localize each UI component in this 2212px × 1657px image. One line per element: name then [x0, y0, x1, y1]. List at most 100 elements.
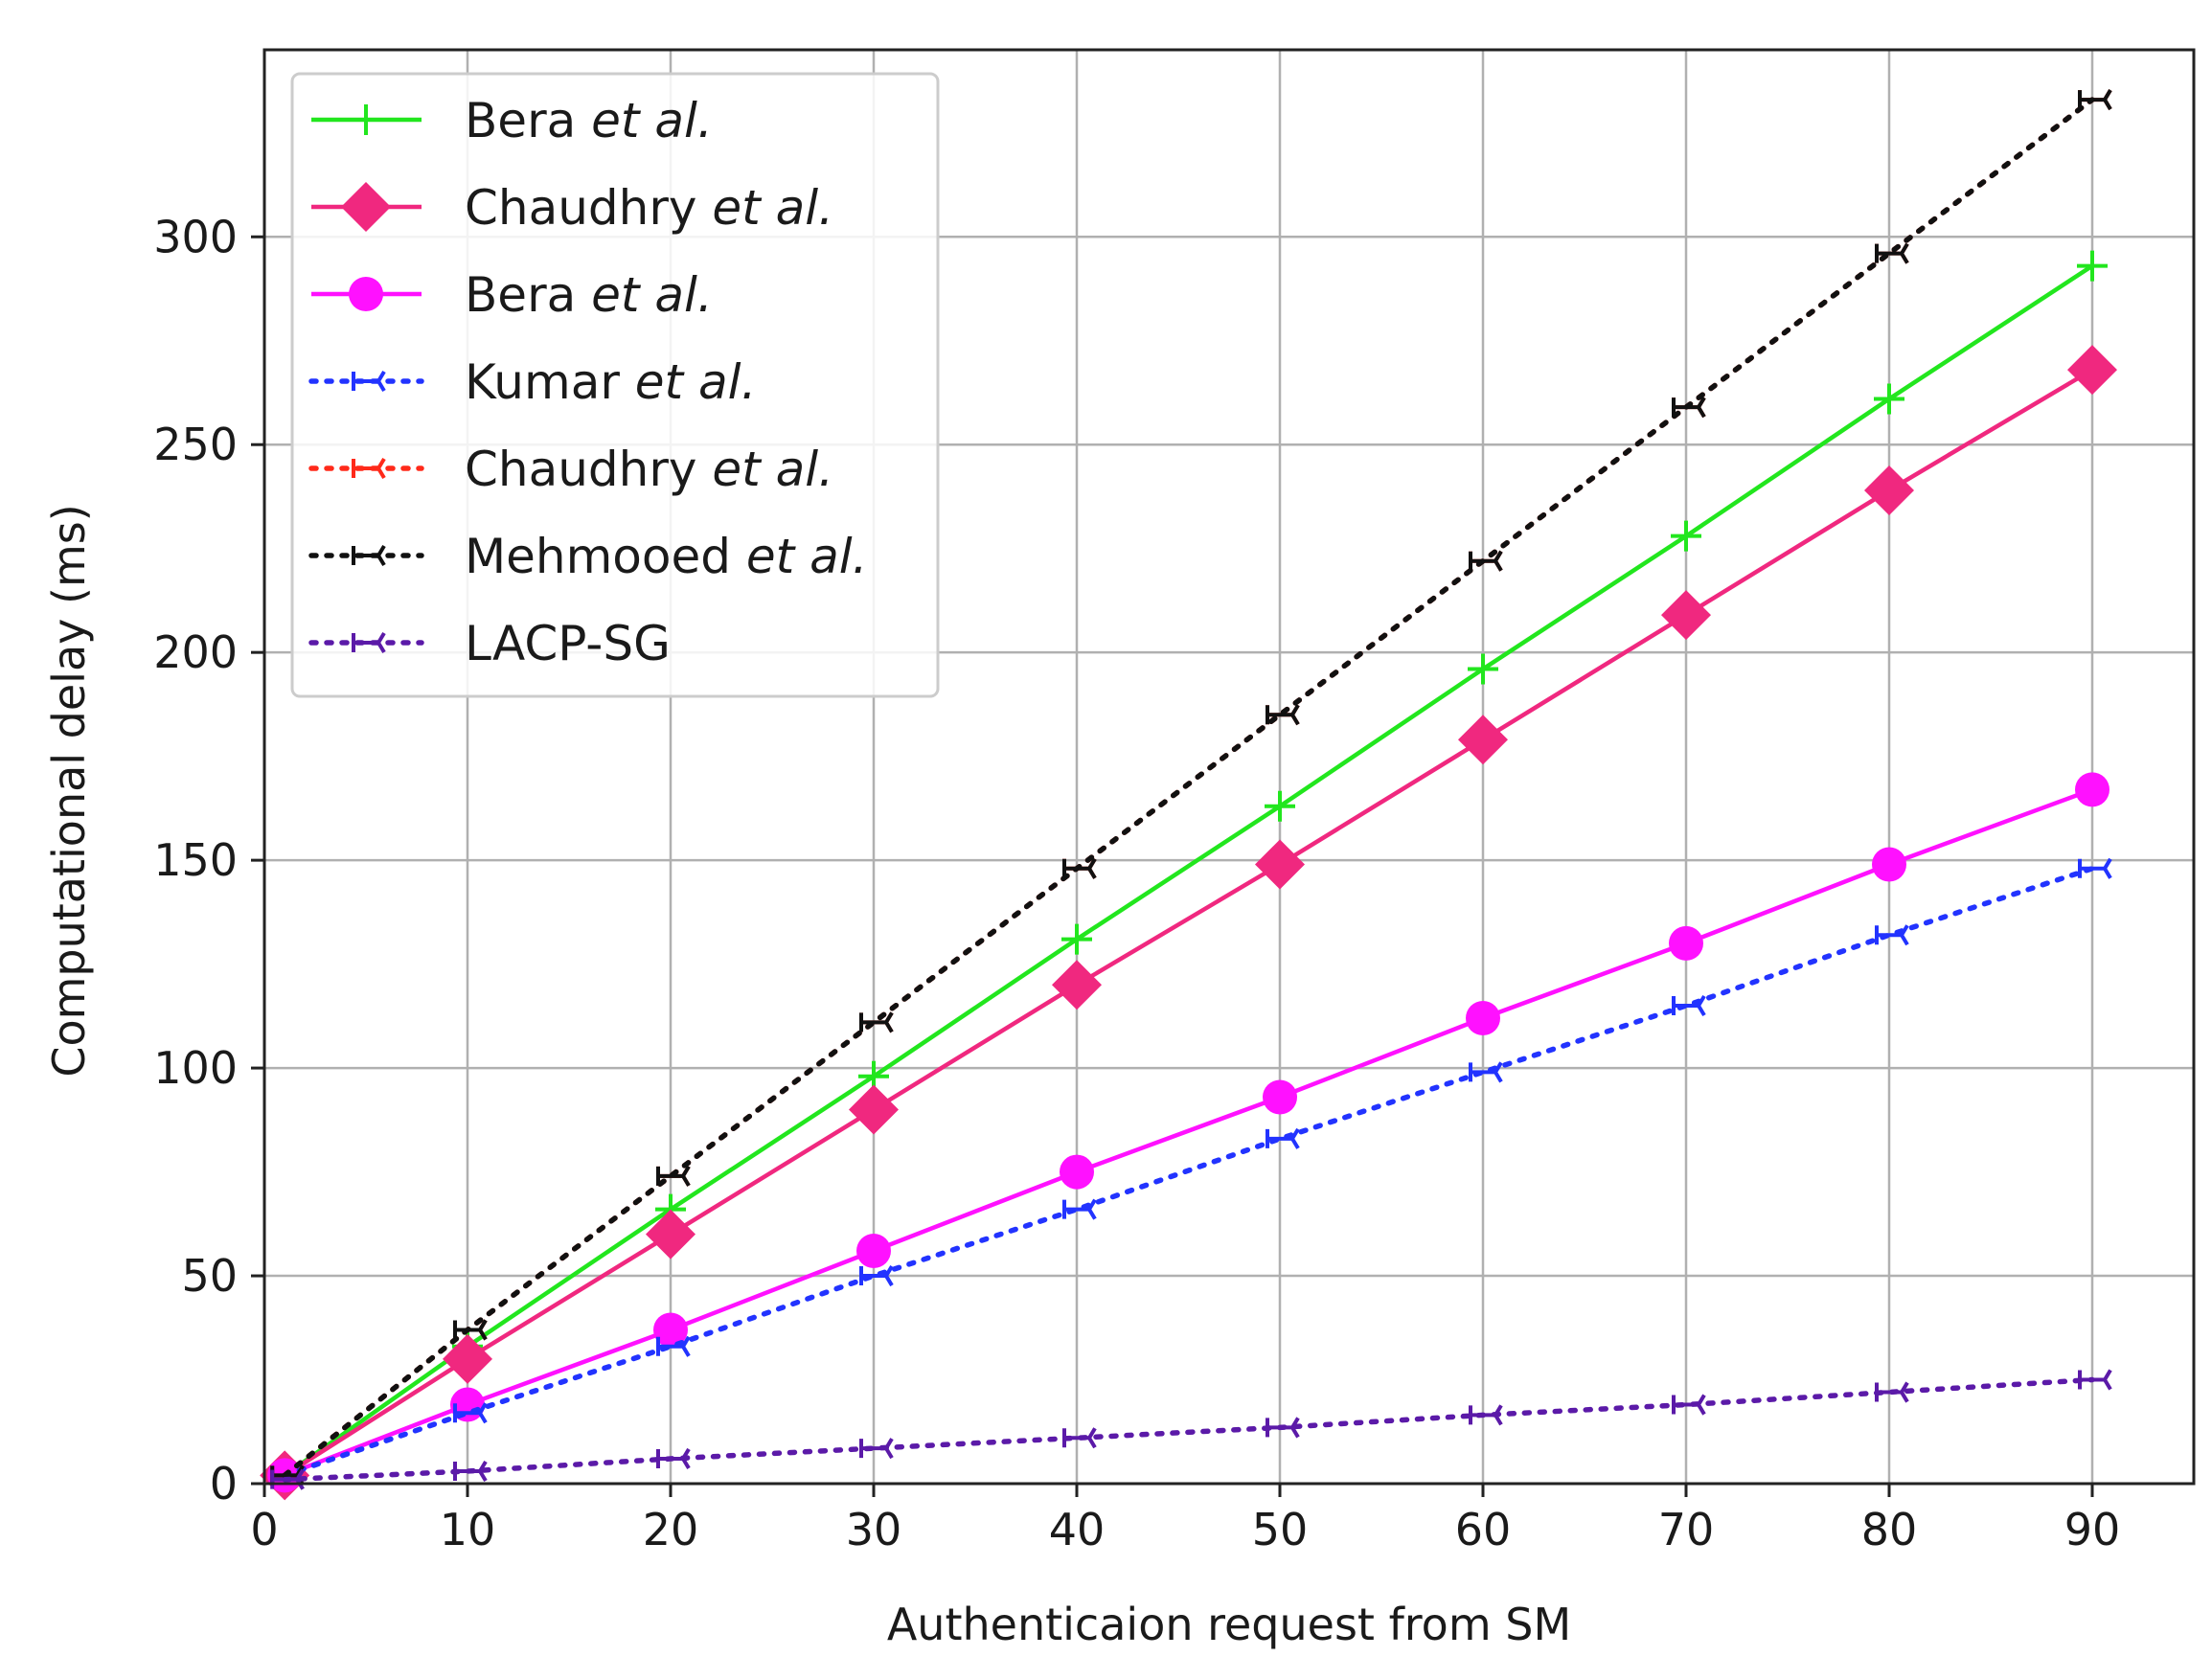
data-point: [1469, 1061, 1503, 1083]
data-point: [859, 1011, 894, 1033]
series-6: [270, 1369, 2112, 1490]
data-point: [270, 1464, 305, 1487]
x-tick-label: 60: [1455, 1504, 1512, 1555]
data-point: [1060, 1154, 1094, 1190]
series-line: [282, 97, 2095, 1479]
data-point: [1263, 1079, 1297, 1115]
data-point: [1672, 397, 1706, 419]
legend-suffix: et al.: [576, 93, 713, 148]
series-line: [284, 787, 2093, 1478]
legend-suffix: et al.: [620, 354, 757, 410]
legend-entry-4: Chaudhry et al.: [308, 442, 834, 497]
data-point: [859, 1438, 894, 1460]
legend-entry-1: Chaudhry et al.: [311, 180, 833, 236]
legend-suffix: et al.: [697, 442, 834, 497]
legend-label: Chaudhry et al.: [465, 180, 833, 236]
legend-marker: [352, 631, 386, 654]
data-point: [1669, 925, 1703, 961]
data-point: [453, 1460, 488, 1483]
data-point: [2075, 772, 2109, 807]
axis-ticks: 0 10 20 30 40 50 60 70 80 90 0 50 100 150 200 250 300: [153, 211, 2120, 1555]
data-point: [656, 1447, 691, 1469]
legend-label: Bera et al.: [465, 267, 713, 323]
legend-suffix: et al.: [731, 529, 868, 584]
legend-marker: [341, 182, 391, 232]
data-point: [1864, 465, 1914, 515]
legend-marker: [351, 104, 381, 135]
data-point: [849, 1084, 899, 1135]
data-point: [1266, 1417, 1300, 1439]
legend-name: Chaudhry: [465, 442, 697, 497]
legend-name: Mehmooed: [465, 529, 731, 584]
data-point: [1266, 704, 1300, 726]
data-point: [1265, 790, 1295, 822]
data-point: [1061, 923, 1092, 955]
data-point: [1872, 847, 1906, 882]
data-point: [1875, 1381, 1909, 1403]
y-tick-label: 150: [153, 834, 238, 886]
data-point: [1672, 1394, 1706, 1416]
legend-entry-6: LACP-SG: [308, 616, 671, 671]
legend-marker: [349, 277, 383, 311]
data-point: [2067, 345, 2117, 396]
legend-marker: [352, 457, 386, 480]
data-point: [1266, 1127, 1300, 1149]
data-point: [653, 1312, 688, 1348]
legend-name: Bera: [465, 93, 576, 148]
x-tick-label: 80: [1861, 1504, 1918, 1555]
legend-entry-5: Mehmooed et al.: [308, 529, 868, 584]
x-tick-label: 10: [440, 1504, 496, 1555]
x-tick-label: 50: [1252, 1504, 1309, 1555]
legend-box: [290, 72, 940, 698]
data-point: [1661, 590, 1711, 641]
data-point: [1875, 924, 1909, 946]
data-point: [453, 1402, 488, 1424]
data-point: [2077, 250, 2108, 282]
data-point: [1062, 857, 1097, 879]
series-line: [283, 368, 2094, 1478]
legend-entry-3: Kumar et al.: [308, 354, 756, 410]
data-point: [1672, 994, 1706, 1017]
y-tick-label: 200: [153, 626, 238, 678]
legend-label: Kumar et al.: [465, 354, 756, 410]
data-point: [2078, 857, 2112, 879]
legend-marker: [352, 370, 386, 393]
data-point: [443, 1333, 492, 1384]
data-point: [859, 1265, 894, 1287]
x-tick-label: 30: [846, 1504, 902, 1555]
legend-name: Chaudhry: [465, 180, 697, 236]
x-tick-label: 90: [2064, 1504, 2121, 1555]
series-5: [270, 89, 2112, 1487]
legend-entry-2: Bera et al.: [311, 267, 713, 323]
x-tick-label: 40: [1049, 1504, 1106, 1555]
data-point: [1255, 839, 1305, 890]
data-point: [1458, 715, 1508, 765]
x-axis-title: Authenticaion request from SM: [887, 1599, 1571, 1650]
series-1: [260, 345, 2117, 1501]
data-point: [646, 1209, 696, 1260]
data-point: [1062, 1427, 1097, 1449]
legend-name: Kumar: [465, 354, 620, 410]
legend-label: Mehmooed et al.: [465, 529, 868, 584]
y-tick-label: 0: [210, 1458, 238, 1509]
y-tick-label: 50: [181, 1250, 238, 1302]
data-point: [1671, 520, 1701, 552]
legend-name: Bera: [465, 267, 576, 323]
series-line: [282, 866, 2095, 1479]
y-tick-label: 100: [153, 1042, 238, 1094]
data-point: [1469, 550, 1503, 572]
legend: Bera et al.Chaudhry et al.Bera et al.Kum…: [290, 72, 940, 698]
legend-suffix: et al.: [576, 267, 713, 323]
data-point: [1062, 1198, 1097, 1220]
y-axis-title: Computational delay (ms): [43, 504, 95, 1077]
series-layer: [260, 89, 2117, 1501]
x-tick-label: 20: [643, 1504, 699, 1555]
data-point: [2078, 89, 2112, 111]
data-point: [1469, 1404, 1503, 1426]
plot-frame: [262, 48, 2196, 1486]
data-point: [656, 1165, 691, 1187]
legend-label: LACP-SG: [465, 616, 671, 671]
data-point: [1874, 383, 1904, 415]
data-point: [1466, 1001, 1500, 1036]
